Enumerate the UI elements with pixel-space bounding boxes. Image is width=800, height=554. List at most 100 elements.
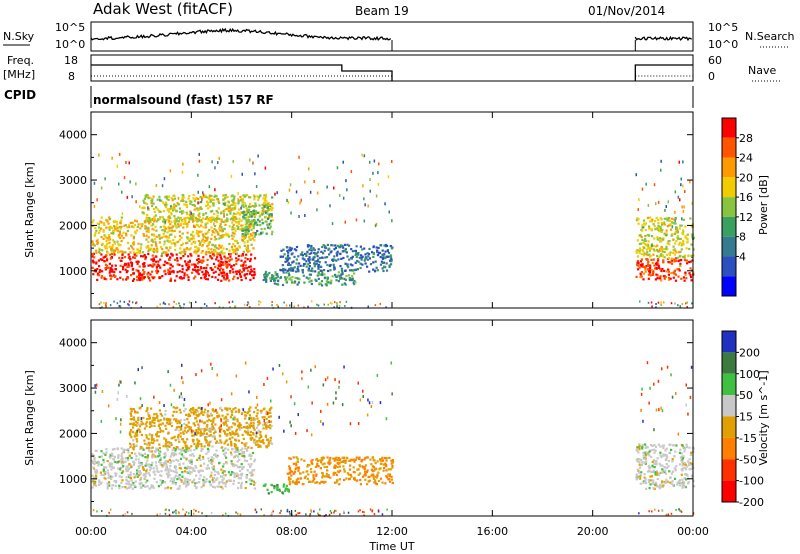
velocity-cell — [148, 421, 151, 424]
power-cell — [648, 269, 651, 272]
power-cell — [178, 210, 182, 214]
power-cell — [281, 264, 284, 267]
power-cell — [219, 223, 222, 226]
velocity-cell — [210, 456, 213, 459]
power-cell — [680, 244, 683, 247]
velocity-cell — [211, 445, 214, 448]
velocity-cell — [153, 439, 156, 442]
power-cell — [269, 279, 272, 282]
power-cell — [221, 235, 225, 239]
power-cell — [247, 230, 250, 233]
freq-tick-top: 18 — [64, 54, 78, 67]
power-cell — [127, 303, 129, 306]
velocity-cell — [378, 479, 381, 483]
power-cell — [225, 219, 228, 222]
power-cell — [206, 236, 209, 239]
power-cell — [108, 262, 111, 265]
velocity-cell — [270, 406, 273, 409]
velocity-cell — [665, 478, 668, 481]
velocity-cell — [221, 409, 224, 412]
velocity-cell — [152, 416, 155, 419]
velocity-cell — [242, 452, 246, 455]
power-cell — [679, 262, 682, 265]
power-cell — [664, 276, 667, 279]
velocity-cell — [164, 454, 167, 457]
power-cell — [639, 273, 643, 276]
velocity-cell — [137, 416, 140, 419]
power-cell — [151, 218, 154, 221]
velocity-cell — [246, 432, 249, 435]
velocity-cell — [248, 471, 251, 474]
velocity-cell — [148, 474, 151, 477]
power-cell — [193, 203, 196, 207]
velocity-cell — [653, 462, 656, 465]
velocity-cell — [307, 473, 310, 476]
power-cell — [372, 246, 375, 249]
power-cell — [310, 269, 313, 272]
power-cell — [663, 269, 666, 272]
velocity-cell — [209, 440, 212, 443]
velocity-cell — [145, 436, 148, 439]
power-cell — [324, 261, 327, 264]
power-cell — [263, 199, 266, 202]
velocity-cell — [203, 481, 206, 484]
velocity-cell — [161, 465, 164, 468]
power-cell — [680, 177, 682, 181]
velocity-cell — [662, 454, 665, 457]
power-cell — [667, 276, 671, 279]
velocity-cell — [233, 464, 236, 467]
power-cell — [673, 260, 676, 263]
power-cell — [363, 197, 365, 201]
velocity-cell — [210, 462, 213, 465]
power-cell — [188, 213, 192, 216]
power-cell — [237, 212, 240, 215]
power-cell — [106, 220, 109, 223]
power-cell — [127, 253, 130, 256]
power-cell — [159, 198, 161, 202]
velocity-cell — [657, 379, 660, 383]
velocity-cell — [163, 418, 166, 421]
velocity-cell — [259, 445, 262, 448]
velocity-cell — [185, 483, 188, 486]
power-cell — [177, 240, 180, 243]
power-cell — [690, 254, 693, 257]
power-cell — [128, 255, 131, 258]
power-cell — [665, 229, 668, 232]
power-cell — [354, 249, 357, 253]
power-cell — [164, 260, 167, 263]
power-cell — [179, 247, 182, 250]
power-cell — [151, 199, 154, 203]
power-cell — [652, 223, 655, 226]
velocity-cell — [130, 436, 133, 439]
power-cell — [265, 280, 268, 283]
velocity-cell — [172, 406, 175, 409]
velocity-cell — [107, 474, 110, 477]
power-cell — [327, 280, 330, 284]
velocity-cell — [364, 456, 367, 459]
velocity-cell — [108, 482, 111, 485]
power-cell — [682, 230, 685, 233]
velocity-cell — [97, 462, 100, 465]
power-cell — [103, 301, 105, 304]
power-cell — [191, 214, 194, 217]
power-cell — [178, 230, 181, 233]
power-cell — [307, 263, 310, 266]
velocity-cell — [122, 465, 125, 468]
power-cell — [679, 224, 682, 227]
power-cell — [682, 218, 685, 221]
velocity-cell — [364, 474, 367, 477]
power-cell — [113, 226, 117, 229]
power-cell — [181, 196, 184, 199]
cpid-value: normalsound (fast) 157 RF — [93, 93, 274, 107]
velocity-cell — [366, 456, 369, 459]
velocity-cell — [109, 456, 112, 459]
power-cell — [652, 271, 655, 274]
power-cell — [152, 263, 155, 266]
velocity-cell — [94, 480, 97, 483]
velocity-cell — [135, 444, 138, 447]
velocity-cell — [213, 428, 216, 431]
velocity-cell — [151, 461, 154, 464]
velocity-cell — [294, 462, 298, 465]
velocity-cell — [247, 446, 250, 449]
velocity-cell — [642, 480, 645, 483]
